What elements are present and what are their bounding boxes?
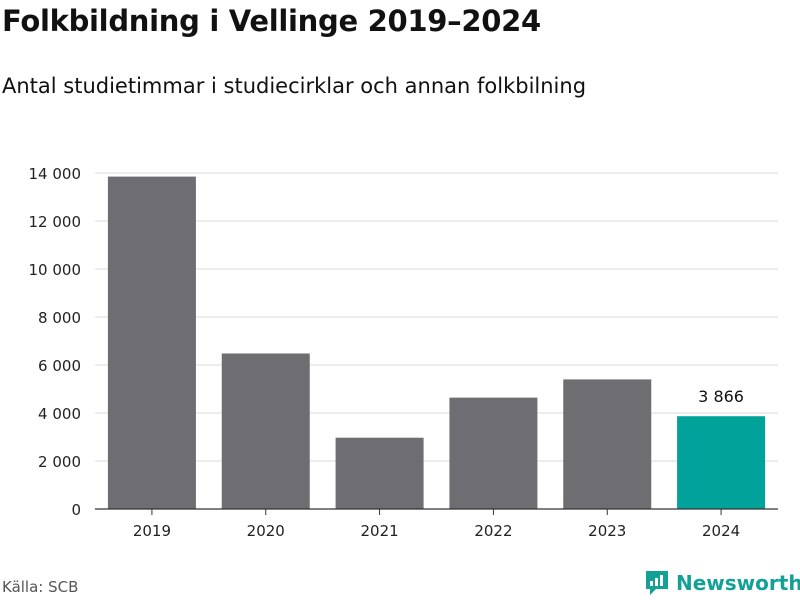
brand-name: Newsworthy [676, 571, 800, 595]
x-tick-label: 2024 [702, 522, 740, 540]
x-tick-label: 2023 [588, 522, 626, 540]
bar [221, 353, 310, 509]
chart-subtitle: Antal studietimmar i studiecirklar och a… [2, 74, 587, 98]
bar [107, 176, 196, 509]
newsworthy-logo-icon [646, 571, 668, 595]
y-tick-label: 14 000 [29, 165, 82, 183]
y-tick-label: 2 000 [38, 453, 81, 471]
x-tick-label: 2022 [474, 522, 512, 540]
x-tick-label: 2020 [247, 522, 285, 540]
newsworthy-logo: Newsworthy [644, 568, 800, 598]
bar [335, 437, 424, 509]
bar [563, 379, 652, 509]
y-tick-label: 8 000 [38, 309, 81, 327]
y-tick-label: 4 000 [38, 405, 81, 423]
bar [449, 397, 538, 509]
bar [677, 416, 766, 509]
y-tick-label: 12 000 [29, 213, 82, 231]
x-tick-label: 2019 [133, 522, 171, 540]
chart-title: Folkbildning i Vellinge 2019–2024 [2, 4, 541, 38]
data-label: 3 866 [698, 387, 744, 406]
y-tick-label: 0 [71, 501, 81, 519]
y-tick-label: 10 000 [29, 261, 82, 279]
x-tick-label: 2021 [360, 522, 398, 540]
source-note: Källa: SCB [2, 578, 79, 596]
y-tick-label: 6 000 [38, 357, 81, 375]
